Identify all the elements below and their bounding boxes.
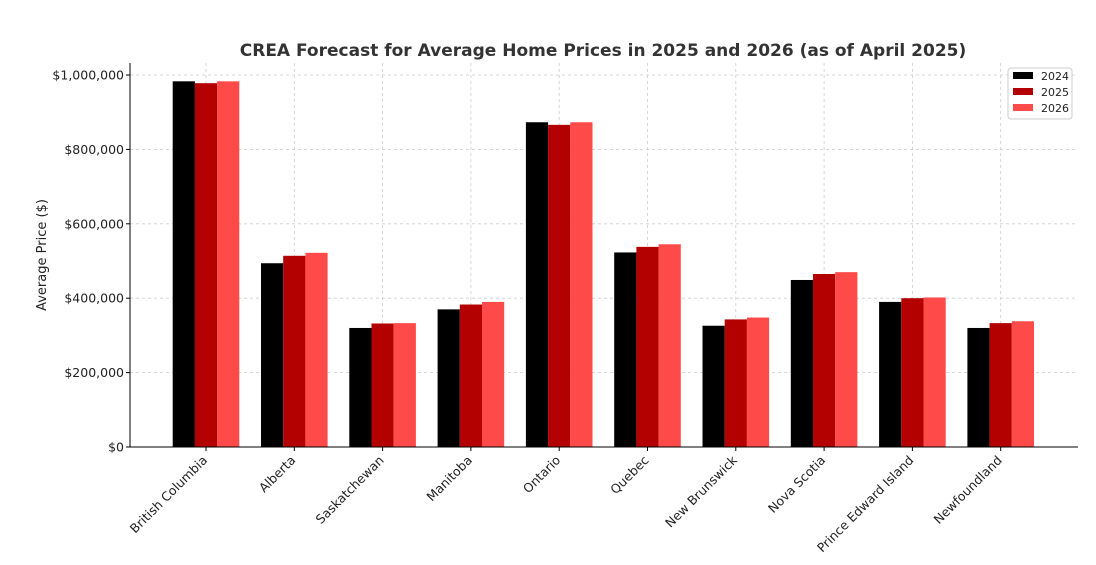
bar-2025	[371, 323, 394, 447]
bars	[172, 81, 1034, 448]
legend-swatch-2024	[1013, 72, 1033, 79]
x-tick-label: Alberta	[256, 453, 299, 496]
bar-2026	[217, 81, 240, 447]
bar-2024	[437, 309, 460, 447]
y-tick-label: $800,000	[64, 142, 124, 157]
axes	[129, 63, 1078, 448]
legend-swatch-2025	[1013, 88, 1033, 95]
bar-2026	[658, 244, 681, 447]
legend: 2024 2025 2026	[1007, 67, 1073, 120]
y-axis-label: Average Price ($)	[35, 199, 50, 311]
x-tick-label: Quebec	[607, 452, 652, 497]
x-tick-label: Saskatchewan	[312, 453, 386, 527]
bar-2024	[879, 301, 902, 447]
bar-2026	[835, 272, 858, 447]
bar-2026	[393, 323, 416, 447]
bar-2025	[636, 246, 659, 447]
bar-2025	[813, 274, 836, 447]
chart-title: CREA Forecast for Average Home Prices in…	[240, 41, 967, 61]
bar-2024	[790, 279, 813, 447]
y-tick-label: $0	[108, 440, 124, 455]
y-tick-label: $1,000,000	[52, 68, 124, 83]
bar-2025	[989, 323, 1012, 447]
bar-2024	[349, 327, 372, 447]
legend-label: 2025	[1041, 86, 1069, 99]
bar-2025	[283, 255, 306, 447]
bar-2025	[459, 304, 482, 447]
legend-label: 2026	[1041, 102, 1069, 115]
x-tick-label: British Columbia	[127, 453, 210, 536]
x-tick-label: Nova Scotia	[765, 453, 828, 516]
bar-2026	[482, 301, 505, 447]
bar-2024	[702, 325, 725, 447]
bar-2024	[261, 263, 284, 447]
bar-2026	[1011, 321, 1034, 447]
x-ticks: British Columbia Alberta Saskatchewan Manit…	[127, 447, 1005, 555]
bar-2025	[724, 319, 747, 447]
bar-2026	[923, 297, 946, 447]
x-tick-label: Ontario	[520, 453, 564, 497]
bar-2024	[525, 122, 549, 447]
bar-2026	[570, 122, 593, 447]
bar-2024	[172, 81, 195, 447]
y-tick-label: $600,000	[64, 216, 124, 231]
y-tick-label: $400,000	[64, 291, 124, 306]
bar-2025	[901, 298, 924, 447]
bar-2026	[746, 317, 770, 447]
y-tick-label: $200,000	[64, 365, 124, 380]
x-tick-label: Newfoundland	[931, 453, 1005, 527]
bar-2025	[548, 124, 571, 448]
legend-label: 2024	[1041, 70, 1069, 83]
x-tick-label: New Brunswick	[662, 452, 740, 530]
bar-2025	[194, 83, 218, 448]
y-ticks: $0 $200,000 $400,000 $600,000 $800,000 $1,000…	[52, 68, 130, 455]
x-tick-label: Manitoba	[423, 453, 475, 505]
bar-2024	[614, 252, 637, 447]
bar-2026	[305, 252, 328, 447]
x-tick-label: Prince Edward Island	[814, 453, 917, 556]
legend-swatch-2026	[1013, 104, 1033, 111]
bar-2024	[967, 327, 990, 447]
